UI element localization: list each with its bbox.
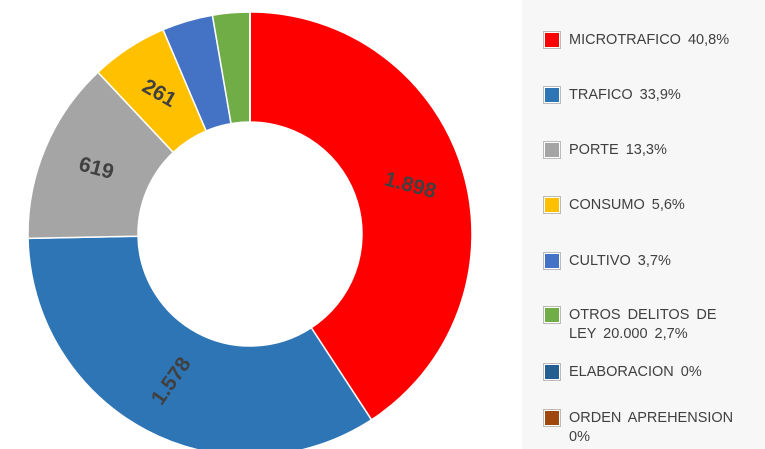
legend-label: PORTE 13,3% (569, 142, 667, 158)
legend-item: OTROS DELITOS DE LEY 20.000 2,7% (543, 306, 759, 344)
donut-slice (27, 235, 373, 449)
legend-swatch (543, 306, 561, 324)
legend-label: ORDEN APREHENSION 0% (569, 410, 734, 445)
legend-swatch (543, 409, 561, 427)
legend-label: ELABORACION 0% (569, 364, 702, 380)
legend-swatch (543, 196, 561, 214)
legend-swatch (543, 31, 561, 49)
legend: MICROTRAFICO 40,8% TRAFICO 33,9% PORTE 13,… (522, 0, 765, 449)
legend-swatch (543, 86, 561, 104)
legend-swatch (543, 252, 561, 270)
legend-item: MICROTRAFICO 40,8% (543, 31, 759, 50)
legend-item: ELABORACION 0% (543, 363, 759, 382)
legend-item: TRAFICO 33,9% (543, 86, 759, 105)
legend-label: OTROS DELITOS DE LEY 20.000 2,7% (569, 307, 717, 342)
donut-slice (249, 11, 473, 421)
legend-label: CONSUMO 5,6% (569, 197, 685, 213)
legend-label: TRAFICO 33,9% (569, 87, 681, 103)
legend-item: CULTIVO 3,7% (543, 252, 759, 271)
legend-label: CULTIVO 3,7% (569, 253, 671, 269)
legend-item: CONSUMO 5,6% (543, 196, 759, 215)
legend-label: MICROTRAFICO 40,8% (569, 32, 730, 48)
legend-item: ORDEN APREHENSION 0% (543, 409, 759, 447)
legend-item: PORTE 13,3% (543, 141, 759, 160)
legend-swatch (543, 363, 561, 381)
legend-swatch (543, 141, 561, 159)
